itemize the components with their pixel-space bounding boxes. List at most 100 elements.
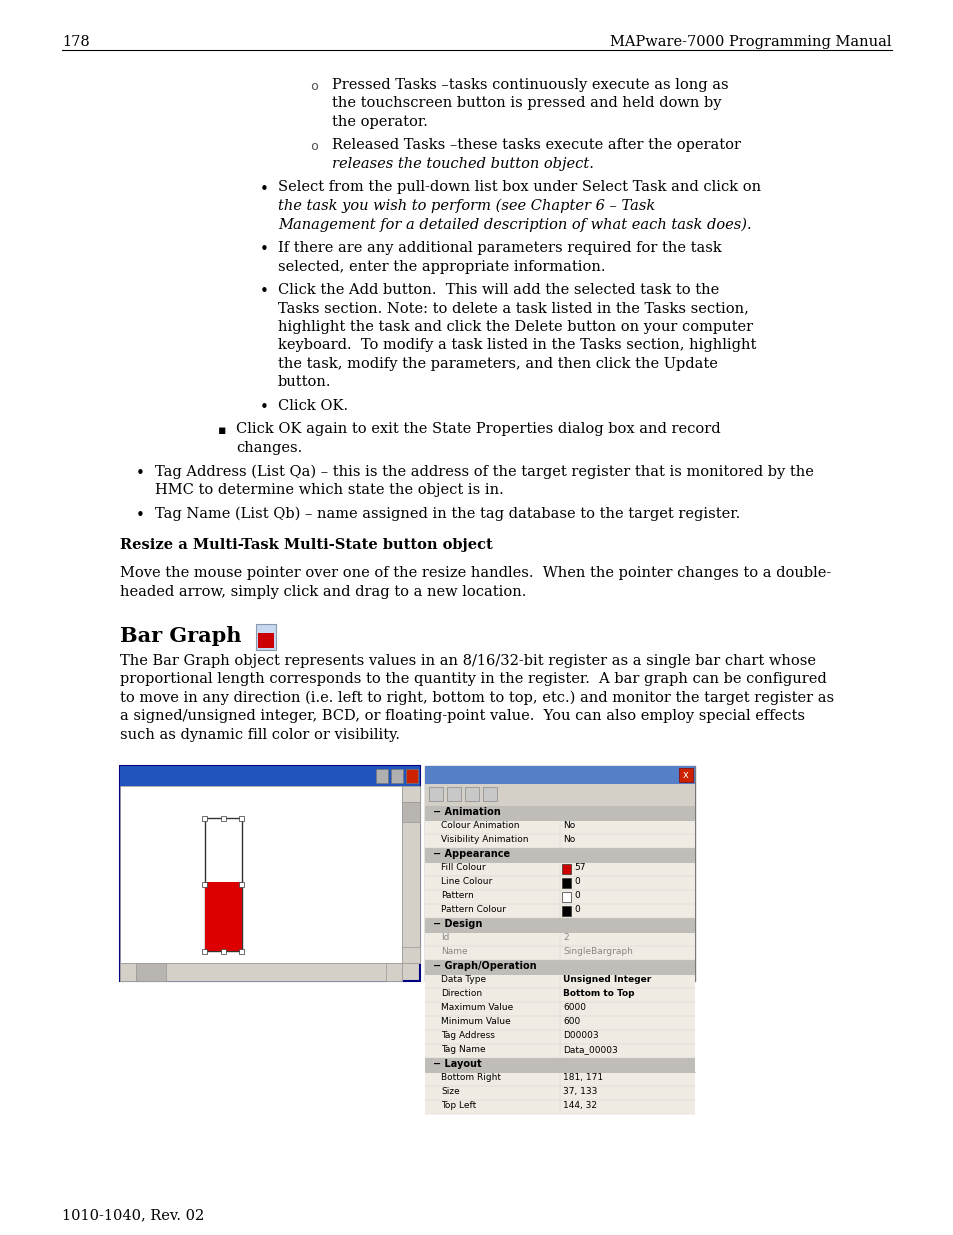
Text: selected, enter the appropriate information.: selected, enter the appropriate informat… — [277, 259, 605, 273]
Bar — [136, 963, 166, 981]
Bar — [464, 787, 478, 802]
Text: 37, 133: 37, 133 — [562, 1087, 597, 1095]
Bar — [221, 948, 226, 953]
Bar — [239, 882, 244, 887]
Text: 144, 32: 144, 32 — [562, 1100, 597, 1110]
Text: •: • — [260, 242, 269, 257]
Bar — [424, 876, 695, 890]
Bar — [424, 1072, 695, 1086]
Text: − Graph/Operation: − Graph/Operation — [433, 961, 536, 971]
Text: 57: 57 — [574, 863, 585, 872]
Bar — [424, 960, 695, 974]
Text: •: • — [136, 508, 145, 522]
Text: the touchscreen button is pressed and held down by: the touchscreen button is pressed and he… — [332, 96, 720, 110]
Bar — [482, 787, 497, 802]
Text: 0: 0 — [574, 890, 579, 900]
Bar — [561, 906, 571, 916]
Text: o: o — [310, 80, 317, 93]
Bar — [401, 785, 419, 802]
Text: Click OK.: Click OK. — [277, 399, 348, 412]
Bar — [424, 1002, 695, 1016]
Text: button.: button. — [277, 375, 331, 389]
Text: Pattern: Pattern — [440, 890, 474, 900]
Bar — [424, 806, 695, 820]
Bar — [401, 785, 419, 963]
Text: 600: 600 — [562, 1016, 579, 1026]
Text: Tag Address: Tag Address — [440, 1031, 495, 1040]
Bar — [424, 1100, 695, 1114]
Text: Screen [ 1 : Screen1 ]: Screen [ 1 : Screen1 ] — [125, 769, 262, 779]
Text: 6000: 6000 — [562, 1003, 585, 1011]
Bar — [424, 848, 695, 862]
Text: Top Left: Top Left — [440, 1100, 476, 1110]
Text: the task you wish to perform (see Chapter 6 – Task: the task you wish to perform (see Chapte… — [277, 199, 655, 214]
Text: Click OK again to exit the State Properties dialog box and record: Click OK again to exit the State Propert… — [235, 422, 720, 436]
Text: 1010-1040, Rev. 02: 1010-1040, Rev. 02 — [62, 1208, 204, 1221]
Text: the operator.: the operator. — [332, 115, 428, 128]
Text: 0: 0 — [574, 905, 579, 914]
Bar — [375, 769, 388, 783]
Bar — [205, 882, 242, 951]
Bar — [561, 878, 571, 888]
Text: 178: 178 — [62, 35, 90, 49]
Bar — [120, 963, 136, 981]
Text: Released Tasks –these tasks execute after the operator: Released Tasks –these tasks execute afte… — [332, 138, 740, 152]
Text: x: x — [682, 769, 688, 781]
Bar — [424, 1058, 695, 1072]
Text: HMC to determine which state the object is in.: HMC to determine which state the object … — [154, 483, 503, 496]
Bar — [239, 948, 244, 953]
Text: No: No — [562, 821, 575, 830]
Bar — [202, 948, 208, 953]
Text: •: • — [260, 284, 269, 299]
Text: Unsigned Integer: Unsigned Integer — [562, 974, 651, 984]
Bar — [120, 766, 419, 981]
Text: Direction: Direction — [440, 989, 481, 998]
Text: Line Colour: Line Colour — [440, 877, 492, 885]
Text: − Animation: − Animation — [433, 806, 500, 818]
Text: Minimum Value: Minimum Value — [440, 1016, 510, 1026]
Text: 0: 0 — [574, 877, 579, 885]
Bar — [424, 988, 695, 1002]
Text: o: o — [310, 141, 317, 153]
Bar — [401, 947, 419, 963]
Text: Management for a detailed description of what each task does).: Management for a detailed description of… — [277, 217, 751, 232]
Text: Pattern Colour: Pattern Colour — [440, 905, 505, 914]
Text: 181, 171: 181, 171 — [562, 1073, 602, 1082]
Bar — [424, 784, 695, 806]
Text: to move in any direction (i.e. left to right, bottom to top, etc.) and monitor t: to move in any direction (i.e. left to r… — [120, 690, 833, 705]
Bar — [424, 946, 695, 960]
Bar — [424, 890, 695, 904]
Text: Move the mouse pointer over one of the resize handles.  When the pointer changes: Move the mouse pointer over one of the r… — [120, 567, 830, 580]
Text: changes.: changes. — [235, 441, 302, 454]
Bar — [120, 766, 419, 785]
Bar — [202, 815, 208, 820]
Text: Bottom Right: Bottom Right — [440, 1073, 500, 1082]
Bar — [424, 904, 695, 918]
Text: No: No — [562, 835, 575, 844]
Text: − Design: − Design — [433, 919, 482, 929]
Text: •: • — [260, 182, 269, 196]
Bar — [406, 769, 417, 783]
Text: MAPware-7000 Programming Manual: MAPware-7000 Programming Manual — [610, 35, 891, 49]
Bar — [424, 1044, 695, 1058]
Bar — [424, 918, 695, 932]
Bar — [679, 768, 692, 782]
Text: Tag Name (List Qb) – name assigned in the tag database to the target register.: Tag Name (List Qb) – name assigned in th… — [154, 506, 740, 521]
Text: releases the touched button object.: releases the touched button object. — [332, 157, 594, 170]
Text: Name: Name — [440, 947, 467, 956]
Bar — [221, 815, 226, 820]
Text: Id: Id — [440, 932, 449, 942]
Text: Colour Animation: Colour Animation — [440, 821, 519, 830]
Text: − Appearance: − Appearance — [433, 848, 510, 860]
Bar — [424, 766, 695, 981]
Bar — [205, 818, 242, 951]
Text: SingleBargraph: SingleBargraph — [562, 947, 632, 956]
Text: headed arrow, simply click and drag to a new location.: headed arrow, simply click and drag to a… — [120, 585, 526, 599]
Bar — [424, 820, 695, 834]
Text: Bar Graph: Bar Graph — [120, 625, 241, 646]
Text: Click the Add button.  This will add the selected task to the: Click the Add button. This will add the … — [277, 283, 719, 296]
Text: 2: 2 — [562, 932, 568, 942]
Text: D00003: D00003 — [562, 1031, 598, 1040]
Text: •: • — [136, 466, 145, 480]
Bar — [255, 624, 275, 650]
